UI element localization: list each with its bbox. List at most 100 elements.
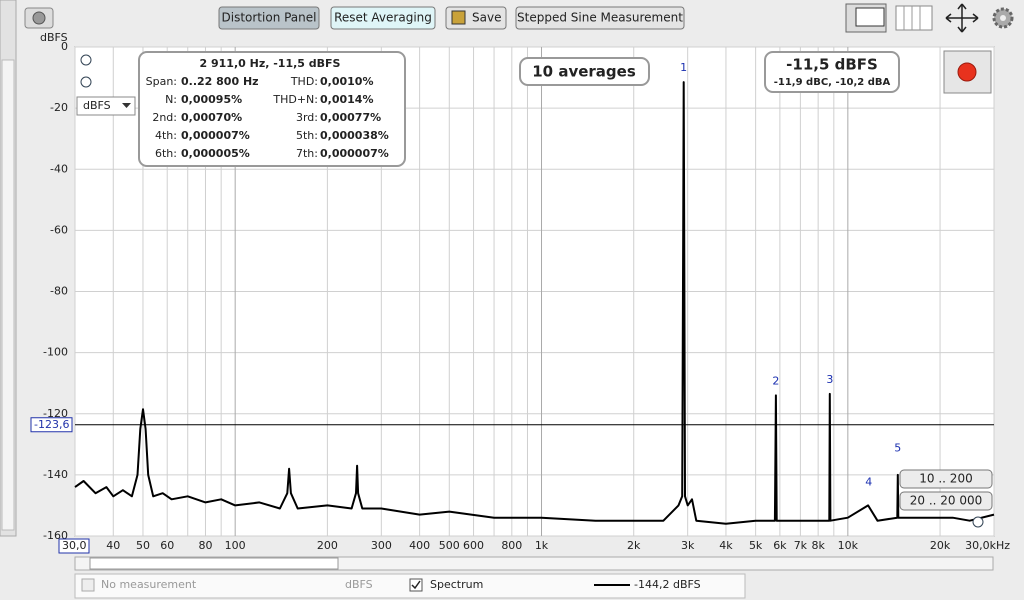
checkbox[interactable]	[409, 578, 423, 592]
harmonic-marker: 4	[865, 475, 872, 488]
x-tick-label: 7k	[794, 539, 808, 552]
info-value: 0..22 800 Hz	[181, 75, 259, 88]
harmonic-marker: 1	[680, 61, 687, 74]
info-value: 0,000038%	[320, 129, 389, 142]
x-tick-label: 1k	[535, 539, 549, 552]
grid-icon-lines	[903, 6, 921, 30]
info-label: 4th:	[155, 129, 177, 142]
legend-trace-value: -144,2 dBFS	[634, 578, 701, 591]
record-button[interactable]	[943, 50, 992, 94]
record-dot	[957, 62, 977, 82]
info-label: THD:	[290, 75, 318, 88]
cursor-label: -123,6	[34, 418, 69, 431]
x-tick-label: 5k	[749, 539, 763, 552]
unit-selector-arrow	[122, 103, 131, 108]
range-button-label: 10 .. 200	[919, 472, 972, 486]
checkbox[interactable]	[81, 578, 95, 592]
range-button-label: 20 .. 20 000	[910, 494, 983, 508]
y-tick-label: -100	[43, 346, 68, 359]
averages-label: 10 averages	[532, 63, 636, 81]
info-label: 6th:	[155, 147, 177, 160]
camera-lens	[32, 11, 46, 25]
info-label: 5th:	[296, 129, 318, 142]
x-tick-label: 50	[136, 539, 150, 552]
x-tick-label: 80	[198, 539, 212, 552]
cursor-label-box	[30, 417, 73, 433]
checkmark	[411, 580, 421, 590]
x-tick-label: 40	[106, 539, 120, 552]
level-box	[764, 51, 900, 93]
info-value: 0,0010%	[320, 75, 373, 88]
x-tick-label: 800	[501, 539, 522, 552]
legend-measurement: No measurement	[101, 578, 197, 591]
unit-selector[interactable]	[76, 96, 136, 116]
zoom-out-icon[interactable]	[80, 76, 92, 88]
info-value: 0,00077%	[320, 111, 381, 124]
y-tick-label: -60	[50, 223, 68, 236]
toolbar-button-label: Distortion Panel	[222, 11, 317, 25]
level-main: -11,5 dBFS	[786, 56, 878, 74]
toolbar-button-label: Save	[472, 11, 501, 25]
info-value: 0,00095%	[181, 93, 242, 106]
x-tick-label: 500	[439, 539, 460, 552]
harmonic-marker: 5	[894, 442, 901, 455]
x-tick-label: 60	[160, 539, 174, 552]
x-tick-label: 20k	[930, 539, 951, 552]
x-tick-label: 400	[409, 539, 430, 552]
harmonic-marker: 2	[772, 374, 779, 387]
toolbar-button[interactable]	[330, 6, 436, 30]
fit-icon[interactable]	[945, 3, 979, 33]
zoom-icon[interactable]	[972, 516, 984, 528]
toolbar-button[interactable]	[218, 6, 320, 30]
x-tick-label: 30,0	[62, 539, 87, 552]
info-value: 0,000005%	[181, 147, 250, 160]
x-tick-label: 100	[225, 539, 246, 552]
y-axis-label: dBFS	[40, 31, 68, 44]
x-tick-label: 4k	[719, 539, 733, 552]
unit-selector-label: dBFS	[83, 99, 111, 112]
x-tick-box	[58, 538, 90, 554]
info-label: THD+N:	[272, 93, 318, 106]
info-label: 7th:	[296, 147, 318, 160]
y-tick-label: -120	[43, 407, 68, 420]
info-value: 0,00070%	[181, 111, 242, 124]
spectrum-line	[74, 81, 995, 525]
x-tick-label: 300	[371, 539, 392, 552]
info-value: 0,000007%	[320, 147, 389, 160]
x-tick-label: 3k	[681, 539, 695, 552]
settings-icon-hole	[1000, 15, 1006, 21]
y-tick-label: -40	[50, 162, 68, 175]
y-tick-label: -80	[50, 285, 68, 298]
range-button[interactable]	[899, 469, 993, 489]
info-label: N:	[165, 93, 177, 106]
grid-icon[interactable]	[895, 5, 933, 31]
y-tick-label: -140	[43, 468, 68, 481]
level-sub: -11,9 dBC, -10,2 dBA	[774, 77, 891, 88]
x-tick-label: 30,0kHz	[965, 539, 1010, 552]
x-tick-label: 2k	[627, 539, 641, 552]
y-tick-label: -20	[50, 101, 68, 114]
x-tick-label: 600	[463, 539, 484, 552]
x-tick-label: 200	[317, 539, 338, 552]
save-icon	[451, 10, 466, 25]
layout-icon-screen	[855, 7, 885, 27]
toolbar-button-label: Stepped Sine Measurement	[517, 11, 683, 25]
toolbar-button-label: Reset Averaging	[334, 11, 432, 25]
harmonic-marker: 3	[826, 373, 833, 386]
side-scrollbar[interactable]	[1, 59, 15, 531]
toolbar-button[interactable]	[515, 6, 685, 30]
info-label: Span:	[146, 75, 177, 88]
x-scrollbar-thumb[interactable]	[89, 557, 339, 570]
info-box	[138, 51, 406, 167]
info-value: 0,000007%	[181, 129, 250, 142]
range-button[interactable]	[899, 491, 993, 511]
info-heading: 2 911,0 Hz, -11,5 dBFS	[200, 57, 341, 70]
zoom-in-icon[interactable]	[80, 54, 92, 66]
x-tick-label: 10k	[838, 539, 859, 552]
info-value: 0,0014%	[320, 93, 373, 106]
y-tick-label: 0	[61, 40, 68, 53]
x-tick-label: 8k	[811, 539, 825, 552]
info-label: 2nd:	[152, 111, 177, 124]
